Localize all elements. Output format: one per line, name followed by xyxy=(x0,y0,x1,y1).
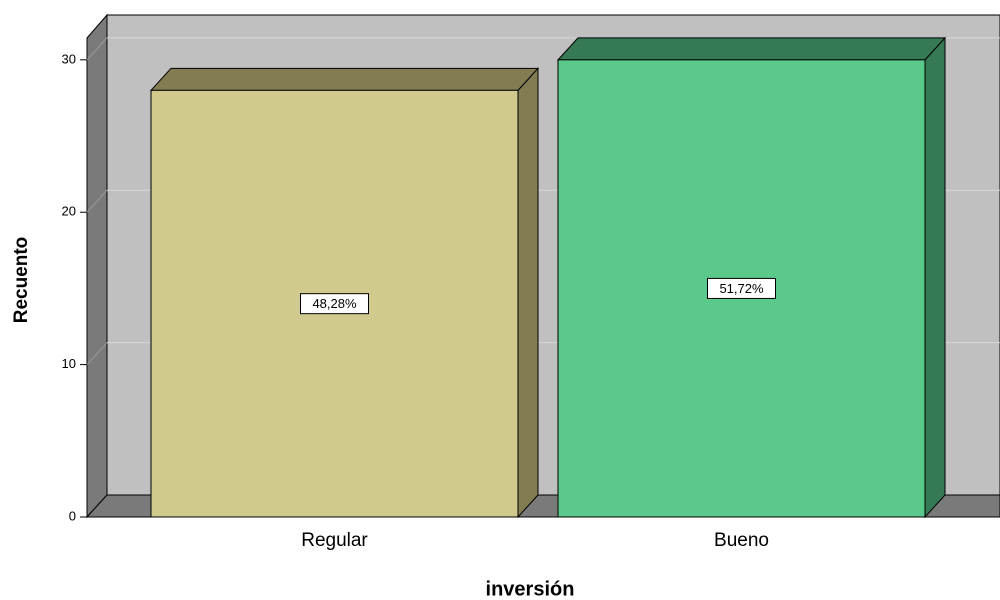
bar-side xyxy=(924,36,946,519)
y-tick-label: 20 xyxy=(62,204,76,219)
x-tick-label: Bueno xyxy=(714,530,769,551)
y-tick-label: 0 xyxy=(69,508,76,523)
y-axis-label: Recuento xyxy=(11,237,32,324)
x-tick-label: Regular xyxy=(301,530,368,551)
grid-line xyxy=(86,189,108,213)
left-wall xyxy=(86,13,108,519)
data-label: 48,28% xyxy=(312,296,357,311)
data-label: 51,72% xyxy=(719,281,764,296)
x-axis-label: inversión xyxy=(486,578,575,600)
bar-top xyxy=(556,37,947,61)
data-label-box xyxy=(707,277,776,299)
bars: 48,28% 51,72% xyxy=(149,36,947,519)
bar-side xyxy=(517,67,539,519)
grid-line xyxy=(86,37,108,61)
y-tick-label: 10 xyxy=(62,356,76,371)
bar-top xyxy=(149,67,540,91)
y-tick-label: 30 xyxy=(62,51,76,66)
data-label-box xyxy=(300,293,369,315)
grid-line xyxy=(86,342,108,365)
